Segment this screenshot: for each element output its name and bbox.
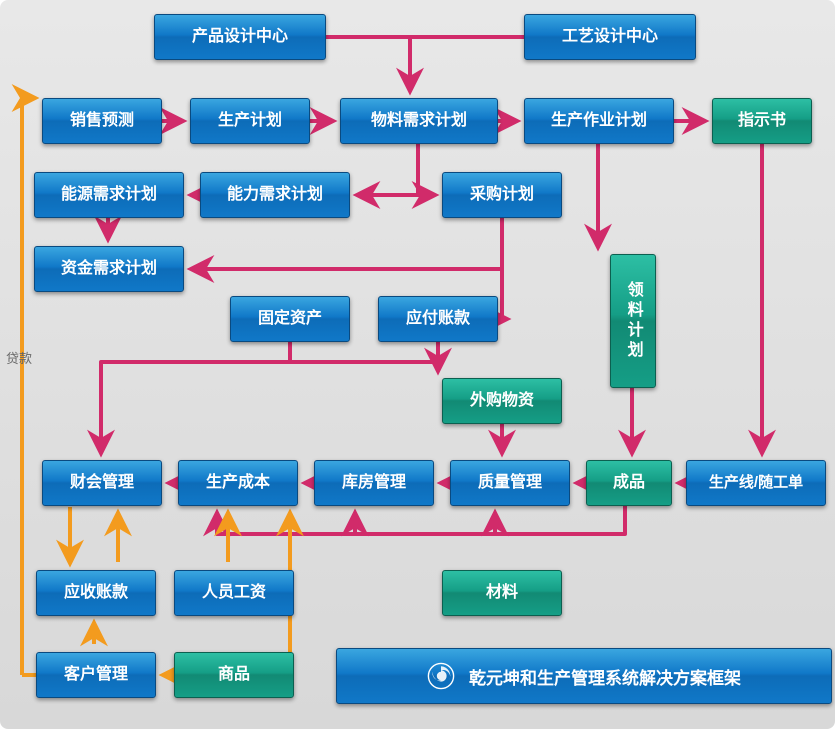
node-label: 成品	[613, 473, 645, 492]
edge	[22, 98, 34, 675]
node-label: 生产计划	[218, 111, 282, 130]
edge	[217, 506, 625, 534]
node-production_cost: 生产成本	[178, 460, 298, 506]
node-finance: 财会管理	[42, 460, 162, 506]
node-instructions: 指示书	[712, 98, 812, 144]
node-accounts_receivable: 应收账款	[36, 570, 156, 616]
node-line_orders: 生产线/随工单	[686, 460, 826, 506]
diagram-canvas: 乾元坤和生产管理系统解决方案框架 产品设计中心 工艺设计中心销售预测 生产计划 物料需…	[0, 0, 835, 729]
node-process_design: 工艺设计中心	[524, 14, 696, 60]
node-product_design: 产品设计中心	[154, 14, 326, 60]
node-accounts_payable: 应付账款	[378, 296, 498, 342]
node-production_schedule: 生产作业计划	[524, 98, 674, 144]
node-goods: 商品	[174, 652, 294, 698]
edge	[502, 269, 506, 319]
node-customer: 客户管理	[36, 652, 156, 698]
swirl-icon	[427, 662, 455, 690]
edge	[326, 37, 410, 90]
node-fund_plan: 资金需求计划	[34, 246, 184, 292]
node-material_pickup: 领料计划	[610, 254, 656, 388]
node-sales_forecast: 销售预测	[42, 98, 162, 144]
edge	[358, 144, 418, 195]
node-payroll: 人员工资	[174, 570, 294, 616]
node-label: 财会管理	[70, 473, 134, 492]
node-label: 生产作业计划	[551, 111, 647, 130]
node-label: 能源需求计划	[61, 185, 157, 204]
footer-banner: 乾元坤和生产管理系统解决方案框架	[336, 648, 832, 704]
node-label: 库房管理	[342, 473, 406, 492]
node-label: 固定资产	[258, 309, 322, 328]
node-label: 材料	[486, 583, 518, 602]
node-label: 产品设计中心	[192, 27, 288, 46]
node-label: 应收账款	[64, 583, 128, 602]
node-label: 采购计划	[470, 185, 534, 204]
footer-text: 乾元坤和生产管理系统解决方案框架	[469, 664, 741, 689]
node-label: 领料计划	[623, 281, 642, 361]
node-label: 资金需求计划	[61, 259, 157, 278]
node-purchase_plan: 采购计划	[442, 172, 562, 218]
node-capacity_plan: 能力需求计划	[200, 172, 350, 218]
edge	[192, 218, 502, 269]
edge	[101, 342, 290, 452]
node-mrp: 物料需求计划	[340, 98, 498, 144]
node-finished_goods: 成品	[586, 460, 672, 506]
node-label: 指示书	[738, 111, 786, 130]
node-warehouse: 库房管理	[314, 460, 434, 506]
node-production_plan: 生产计划	[190, 98, 310, 144]
node-fixed_assets: 固定资产	[230, 296, 350, 342]
node-label: 商品	[218, 665, 250, 684]
label-loan: 贷款	[6, 348, 32, 367]
node-quality: 质量管理	[450, 460, 570, 506]
node-label: 生产线/随工单	[709, 474, 803, 492]
node-material: 材料	[442, 570, 562, 616]
node-label: 工艺设计中心	[562, 27, 658, 46]
node-label: 能力需求计划	[227, 185, 323, 204]
node-label: 客户管理	[64, 665, 128, 684]
node-label: 销售预测	[70, 111, 134, 130]
node-outsourced: 外购物资	[442, 378, 562, 424]
node-label: 人员工资	[202, 583, 266, 602]
node-label: 应付账款	[406, 309, 470, 328]
node-label: 质量管理	[478, 473, 542, 492]
node-label: 外购物资	[470, 391, 534, 410]
node-label: 生产成本	[206, 473, 270, 492]
node-energy_plan: 能源需求计划	[34, 172, 184, 218]
node-label: 物料需求计划	[371, 111, 467, 130]
